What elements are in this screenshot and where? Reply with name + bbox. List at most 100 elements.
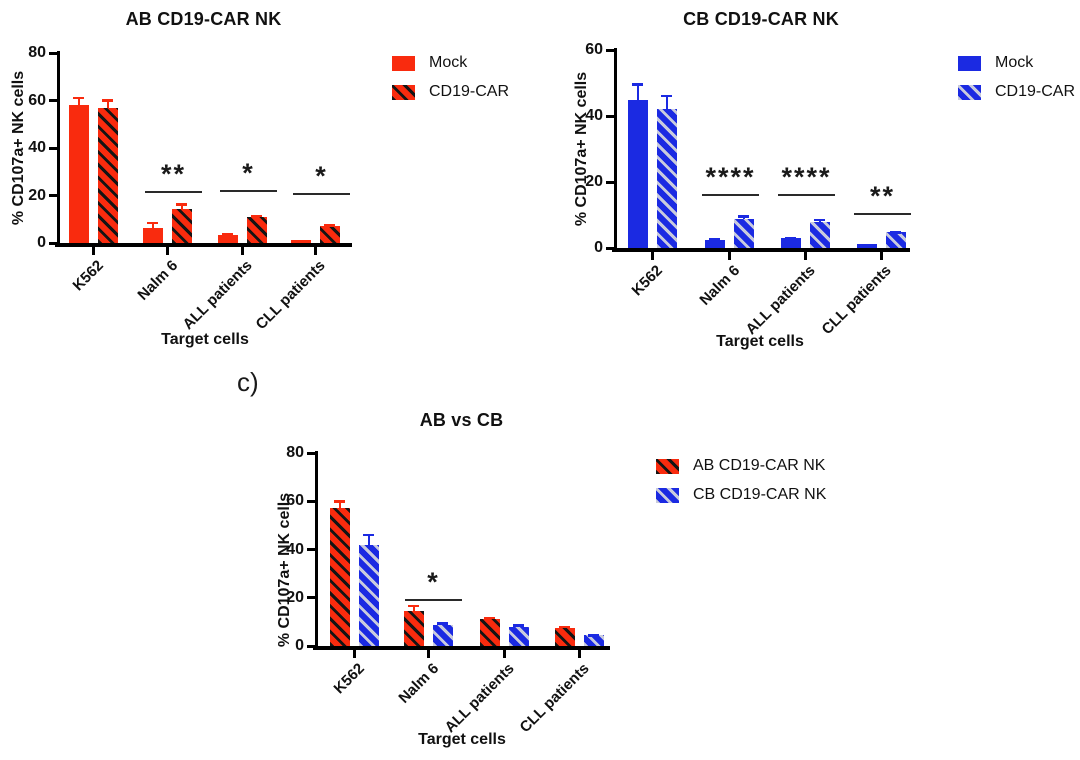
error-bar-cap [222,233,233,236]
legend-label: CD19-CAR [995,83,1076,100]
bar [856,243,877,248]
mock-swatch [958,55,981,71]
legend-label: Mock [995,54,1034,71]
x-tick [165,247,169,255]
legend-item-mock: Mock [958,54,1075,72]
error-bar-cap [408,604,419,608]
error-bar-cap [738,215,749,218]
category-label: ALL patients [441,660,519,737]
legend-label: Mock [429,54,468,71]
error-bar-cap [324,224,335,227]
y-tick-label: 0 [594,239,603,256]
bar [432,624,453,646]
error-bar-cap [785,236,796,240]
significance-stars: ** [160,158,186,189]
error-bar-cap [102,99,113,102]
significance-stars: * [315,161,328,192]
category-label: K562 [69,257,108,295]
error-bar-cap [147,221,158,225]
legend: Mock CD19-CAR [392,54,509,112]
category-label: CLL patients [818,262,896,339]
y-tick-label: 60 [28,91,46,109]
bar [217,234,238,243]
legend-item-ab: AB CD19-CAR NK [656,457,826,475]
error-bar-cap [890,231,901,234]
x-axis [313,646,610,650]
ab-cd19car-swatch [656,458,679,474]
y-tick-label: 60 [585,41,603,58]
legend: Mock CD19-CAR [958,54,1075,112]
x-axis-label: Target cells [161,331,249,348]
error-bar-stem [106,99,109,108]
y-tick-label: 20 [286,588,304,606]
y-tick [49,194,58,197]
error-bar-cap [363,533,374,537]
error-bar-stem [412,604,415,612]
error-bar-stem [636,83,639,100]
bar [627,99,648,248]
category-label: CLL patients [516,660,594,737]
bar [780,238,801,248]
plot-area: 0 20 40 60 K562 Nalm 6 ALL patients CLL patient… [540,0,1080,380]
y-tick-label: 20 [585,173,603,190]
bar [97,107,118,243]
x-tick [91,247,95,255]
cb-cd19car-swatch [656,487,679,503]
error-bar-stem [180,203,183,209]
error-bar-stem [367,533,370,545]
x-axis-label: Target cells [418,731,506,748]
panel-label-c: c) [237,367,259,397]
y-tick [49,51,58,55]
significance-stars: * [427,567,440,598]
y-tick-label: 20 [28,186,46,204]
error-bar-stem [151,221,154,228]
significance-stars: ** [869,180,895,211]
error-bar-cap [559,625,570,629]
category-label: Nalm 6 [696,262,744,309]
legend-item-cb: CB CD19-CAR NK [656,486,826,504]
x-tick [650,252,654,260]
legend: AB CD19-CAR NK CB CD19-CAR NK [656,457,826,515]
bar [479,619,500,646]
y-tick [307,644,316,648]
y-axis [57,51,60,247]
significance-line [778,194,835,197]
chart-title: CB CD19-CAR NK [683,9,839,29]
mock-swatch [392,55,415,71]
x-tick [502,650,506,658]
y-tick [49,241,58,245]
error-bar-stem [338,500,341,509]
error-bar-cap [176,203,187,206]
bar [246,216,267,243]
x-tick [879,252,883,260]
y-tick-label: 60 [286,492,304,510]
bar [656,109,677,248]
bar [885,232,906,248]
category-label: Nalm 6 [134,257,182,304]
y-tick-label: 40 [28,139,46,156]
y-tick [606,114,615,118]
x-axis-label: Target cells [716,333,804,350]
category-label: CLL patients [252,257,330,334]
category-label: ALL patients [742,262,820,339]
x-tick [803,252,807,260]
error-bar-cap [513,624,524,627]
cd19car-swatch [958,84,981,100]
chart-title: AB CD19-CAR NK [125,9,282,29]
chart-cb-cd19-car-nk: CB CD19-CAR NK % CD107a+ NK cells 0 20 40 6… [540,0,1080,380]
y-tick [606,246,615,250]
category-label: K562 [628,262,667,300]
bar [704,239,725,248]
chart-ab-cd19-car-nk: AB CD19-CAR NK % CD107a+ NK cells 0 20 40 6… [0,0,540,380]
cd19car-swatch [392,84,415,100]
y-tick [49,146,58,150]
y-tick-label: 40 [286,540,304,558]
x-tick [426,650,430,658]
legend-label: CB CD19-CAR NK [693,486,827,503]
category-label: ALL patients [179,257,257,334]
y-tick [307,548,316,551]
chart-ab-vs-cb: AB vs CB % CD107a+ NK cells 0 20 40 60 80 K56… [250,395,870,760]
significance-stars: * [242,157,255,188]
y-tick [307,451,316,455]
bar [733,219,754,248]
